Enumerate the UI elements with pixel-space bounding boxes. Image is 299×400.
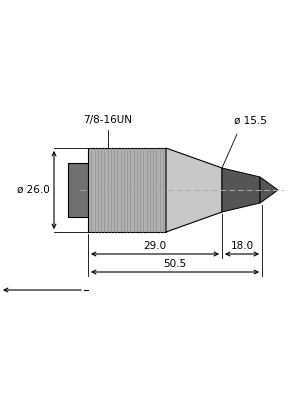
Text: 29.0: 29.0	[144, 241, 167, 251]
Text: 18.0: 18.0	[231, 241, 254, 251]
Polygon shape	[68, 163, 90, 217]
Polygon shape	[166, 148, 222, 232]
Text: ø 26.0: ø 26.0	[17, 185, 50, 195]
Polygon shape	[260, 177, 278, 203]
Polygon shape	[222, 168, 260, 212]
Polygon shape	[88, 148, 166, 232]
Text: 7/8-16UN: 7/8-16UN	[83, 115, 132, 125]
Text: 50.5: 50.5	[164, 259, 187, 269]
Text: ø 15.5: ø 15.5	[234, 116, 267, 126]
